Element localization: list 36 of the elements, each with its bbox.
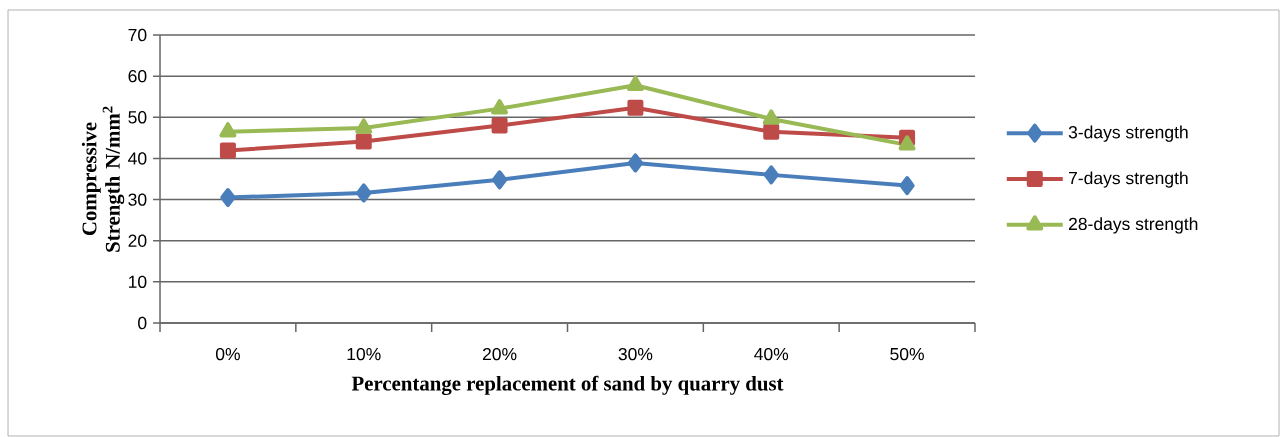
point bbox=[355, 118, 373, 134]
legend-label: 28-days strength bbox=[1068, 217, 1198, 234]
y-tick-label: 50 bbox=[128, 111, 147, 124]
point bbox=[491, 99, 509, 115]
y-tick-label: 60 bbox=[128, 69, 147, 83]
point bbox=[491, 117, 508, 134]
y-tick-label: 40 bbox=[128, 152, 147, 165]
legend-label: 7-days strength bbox=[1068, 171, 1188, 188]
point bbox=[899, 176, 915, 196]
y-tick-label: 10 bbox=[128, 275, 147, 289]
x-tick-label: 40% bbox=[754, 347, 789, 361]
point bbox=[491, 170, 508, 190]
point bbox=[626, 75, 644, 91]
y-axis-title: Compressive Strength N/mm$^{2}$ bbox=[81, 106, 125, 252]
point bbox=[762, 109, 780, 125]
point bbox=[627, 99, 644, 116]
point bbox=[219, 122, 237, 138]
y-tick-label: 0 bbox=[138, 316, 147, 330]
x-tick-label: 30% bbox=[618, 347, 653, 361]
x-axis-title: Percentange replacement of sand by quarry dust bbox=[351, 375, 784, 395]
legend-label: 3-days strength bbox=[1068, 125, 1188, 142]
x-tick-label: 0% bbox=[215, 347, 240, 361]
point bbox=[219, 142, 236, 159]
y-tick-label: 70 bbox=[128, 28, 147, 42]
point bbox=[356, 183, 372, 203]
x-tick-label: 10% bbox=[347, 347, 381, 361]
y-tick-label: 20 bbox=[128, 234, 147, 247]
point bbox=[898, 135, 916, 151]
point bbox=[355, 133, 372, 150]
x-tick-label: 20% bbox=[482, 347, 517, 361]
x-tick-label: 50% bbox=[890, 347, 924, 361]
y-tick-label: 30 bbox=[128, 193, 147, 206]
point bbox=[627, 153, 644, 173]
point bbox=[220, 188, 236, 207]
point bbox=[763, 165, 779, 185]
point bbox=[763, 123, 780, 140]
